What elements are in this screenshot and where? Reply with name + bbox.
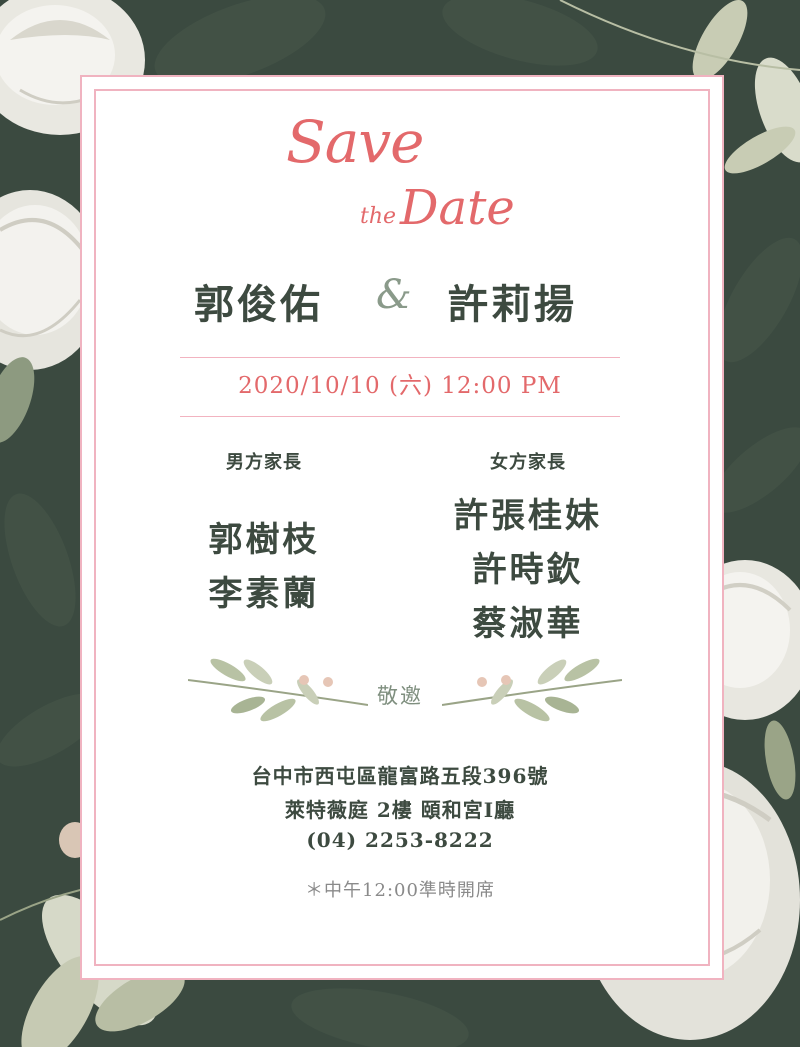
invite-text: 敬邀 xyxy=(377,684,423,708)
seating-note: ＊中午12:00準時開席 xyxy=(305,880,495,901)
groom-parents-label: 男方家長 xyxy=(226,452,302,473)
invite-row: 敬邀 xyxy=(180,650,622,730)
leaves-top-right xyxy=(559,0,800,174)
venue-address: 台中市西屯區龍富路五段396號 xyxy=(251,764,549,788)
bride-parent-name: 許張桂妹 xyxy=(454,496,602,536)
bride-parent-name: 蔡淑華 xyxy=(472,604,584,644)
rose-left xyxy=(0,190,105,443)
groom-parent-name: 李素蘭 xyxy=(208,574,320,614)
ampersand: & xyxy=(376,272,412,318)
invitation-card xyxy=(80,75,724,980)
bride-parent-name: 許時欽 xyxy=(472,550,584,590)
laurel-right-icon xyxy=(442,658,622,722)
event-datetime: 2020/10/10 (六) 12:00 PM xyxy=(238,373,562,399)
groom-parent-name: 郭樹枝 xyxy=(208,520,320,560)
bride-name: 許莉揚 xyxy=(448,281,577,328)
couple-names: 郭俊佑 & 許莉揚 xyxy=(180,268,620,338)
divider-bottom xyxy=(180,416,620,417)
date-word: Date xyxy=(400,180,515,236)
the-word: the xyxy=(360,204,397,229)
save-word: Save xyxy=(286,108,424,176)
bride-parents-label: 女方家長 xyxy=(490,452,566,473)
laurel-left-icon xyxy=(188,658,368,722)
divider-top xyxy=(180,357,620,358)
groom-name: 郭俊佑 xyxy=(194,281,323,328)
venue-phone: (04) 2253-8222 xyxy=(306,828,494,852)
venue-hall: 萊特薇庭 2樓 頤和宮I廳 xyxy=(284,798,516,822)
save-the-date-title: Save the Date xyxy=(270,108,530,248)
